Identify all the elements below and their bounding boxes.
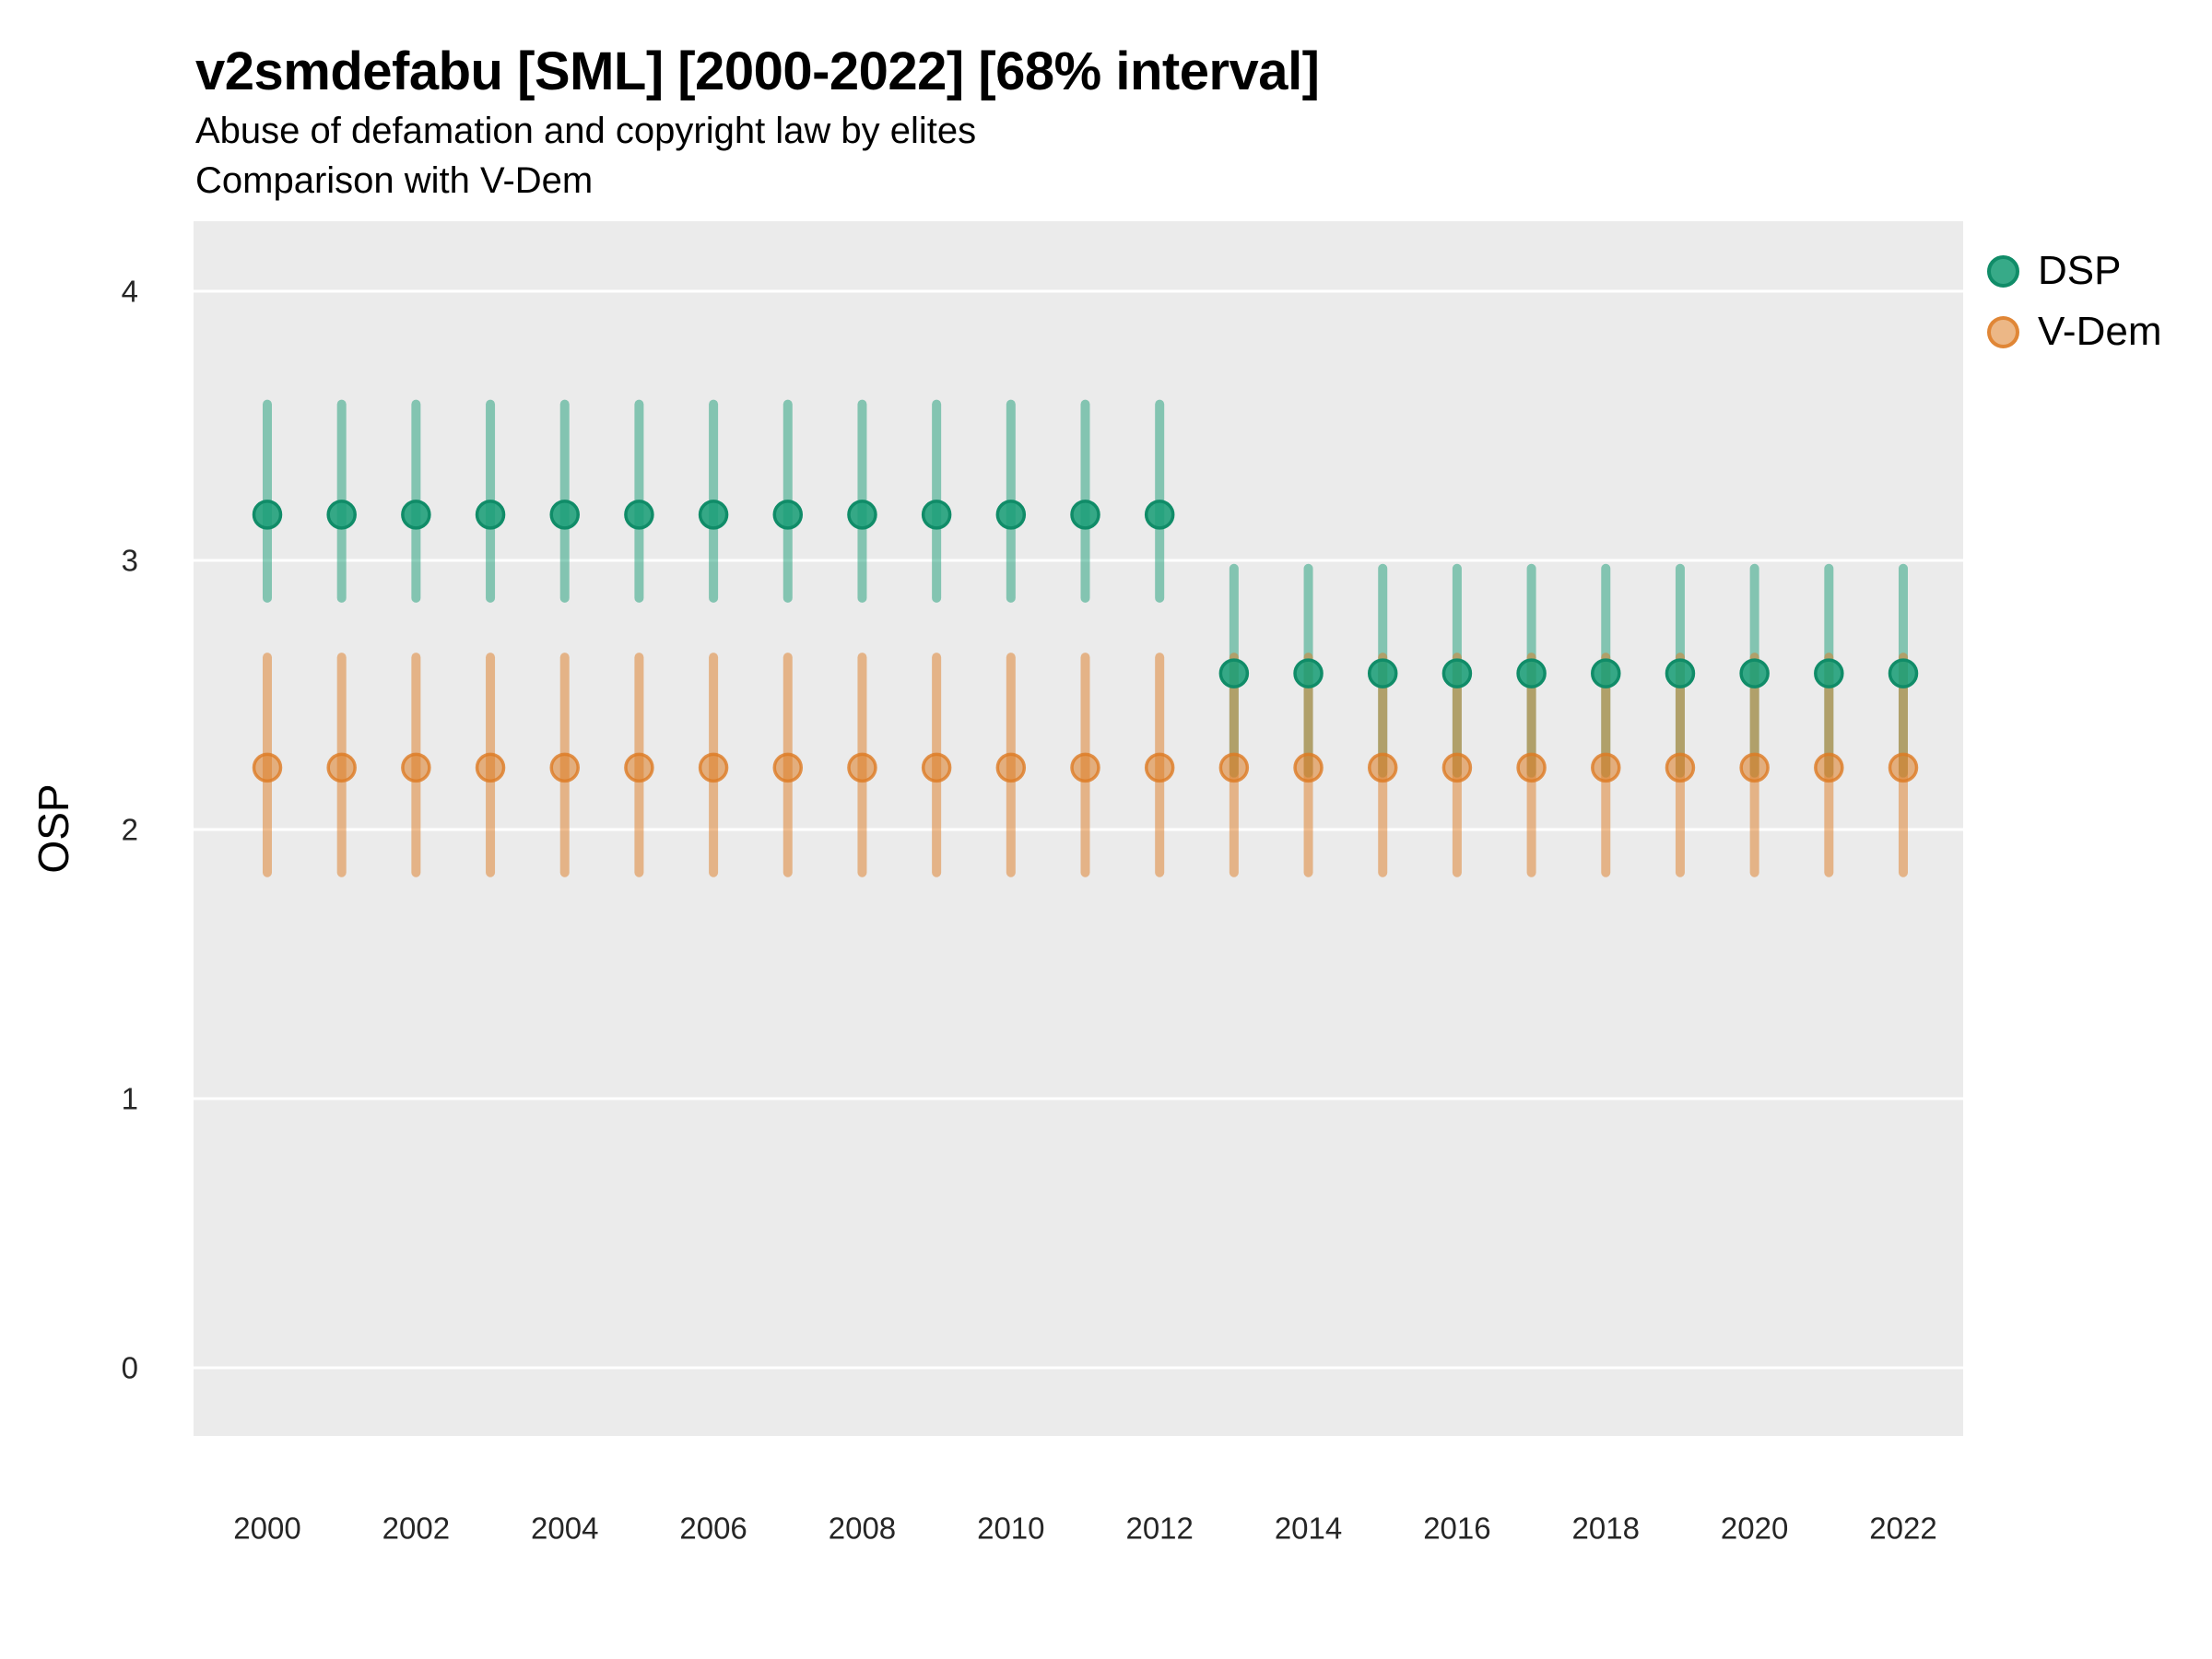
dsp-point-2022 <box>1888 658 1919 688</box>
x-tick-label-2014: 2014 <box>1275 1512 1342 1546</box>
legend-item-vdem: V-Dem <box>1987 306 2161 358</box>
vdem-point-2019 <box>1665 752 1696 783</box>
dsp-point-2012 <box>1144 500 1175 530</box>
x-tick-label-2008: 2008 <box>829 1512 896 1546</box>
dsp-legend-dot-icon <box>1987 254 2019 288</box>
dsp-point-2019 <box>1665 658 1696 688</box>
x-tick-label-2018: 2018 <box>1572 1512 1640 1546</box>
x-tick-label-2010: 2010 <box>977 1512 1044 1546</box>
y-tick-label-0: 0 <box>122 1351 138 1385</box>
dsp-point-2009 <box>921 500 952 530</box>
vdem-point-2006 <box>698 752 729 783</box>
dsp-point-2011 <box>1070 500 1100 530</box>
dsp-point-2010 <box>995 500 1027 530</box>
vdem-legend-dot-icon <box>1987 315 2019 348</box>
vdem-point-2018 <box>1591 752 1621 783</box>
y-tick-label-2: 2 <box>122 813 138 847</box>
x-tick-label-2000: 2000 <box>233 1512 300 1546</box>
y-tick-label-1: 1 <box>122 1082 138 1116</box>
vdem-point-2021 <box>1814 752 1844 783</box>
vdem-point-2017 <box>1516 752 1547 783</box>
dsp-point-2016 <box>1441 658 1473 688</box>
vdem-point-2011 <box>1070 752 1100 783</box>
vdem-point-2010 <box>995 752 1027 783</box>
x-tick-label-2004: 2004 <box>531 1512 598 1546</box>
vdem-point-2015 <box>1367 752 1398 783</box>
dsp-point-2004 <box>549 500 580 530</box>
vdem-point-2020 <box>1739 752 1770 783</box>
x-tick-label-2012: 2012 <box>1125 1512 1193 1546</box>
vdem-point-2009 <box>921 752 952 783</box>
dsp-point-2002 <box>401 500 431 530</box>
dsp-point-2000 <box>252 500 283 530</box>
x-tick-label-2020: 2020 <box>1721 1512 1788 1546</box>
vdem-point-2005 <box>624 752 654 783</box>
chart-title: v2smdefabu [SML] [2000-2022] [68% interv… <box>195 41 1320 101</box>
dsp-point-2005 <box>624 500 654 530</box>
vdem-point-2012 <box>1144 752 1175 783</box>
dsp-point-2003 <box>475 500 506 530</box>
vdem-point-2003 <box>475 752 506 783</box>
dsp-point-2020 <box>1739 658 1770 688</box>
dsp-point-2018 <box>1591 658 1621 688</box>
dsp-point-2017 <box>1516 658 1547 688</box>
vdem-point-2008 <box>847 752 877 783</box>
dsp-point-2006 <box>698 500 729 530</box>
vdem-point-2001 <box>326 752 357 783</box>
dsp-point-2014 <box>1293 658 1324 688</box>
y-tick-label-4: 4 <box>122 275 138 309</box>
x-tick-label-2022: 2022 <box>1869 1512 1936 1546</box>
y-axis-title: OSP <box>29 783 77 874</box>
vdem-point-2000 <box>252 752 283 783</box>
vdem-point-2007 <box>772 752 804 783</box>
dsp-point-2015 <box>1367 658 1398 688</box>
x-tick-label-2006: 2006 <box>679 1512 747 1546</box>
dsp-point-2021 <box>1814 658 1844 688</box>
chart-subtitle-comparison: Comparison with V-Dem <box>195 160 594 201</box>
legend-item-dsp: DSP <box>1987 245 2161 297</box>
vdem-point-2004 <box>549 752 580 783</box>
dsp-point-2007 <box>772 500 804 530</box>
legend-label-dsp: DSP <box>2038 248 2122 293</box>
chart-subtitle: Abuse of defamation and copyright law by… <box>195 111 977 151</box>
x-tick-label-2002: 2002 <box>382 1512 450 1546</box>
vdem-point-2022 <box>1888 752 1919 783</box>
y-tick-label-3: 3 <box>122 544 138 578</box>
dsp-point-2013 <box>1218 658 1250 688</box>
vdem-point-2013 <box>1218 752 1250 783</box>
dsp-point-2001 <box>326 500 357 530</box>
legend: DSP V-Dem <box>1987 245 2161 367</box>
vdem-point-2016 <box>1441 752 1473 783</box>
x-tick-label-2016: 2016 <box>1423 1512 1490 1546</box>
vdem-point-2002 <box>401 752 431 783</box>
legend-label-vdem: V-Dem <box>2038 309 2162 354</box>
dsp-point-2008 <box>847 500 877 530</box>
vdem-point-2014 <box>1293 752 1324 783</box>
